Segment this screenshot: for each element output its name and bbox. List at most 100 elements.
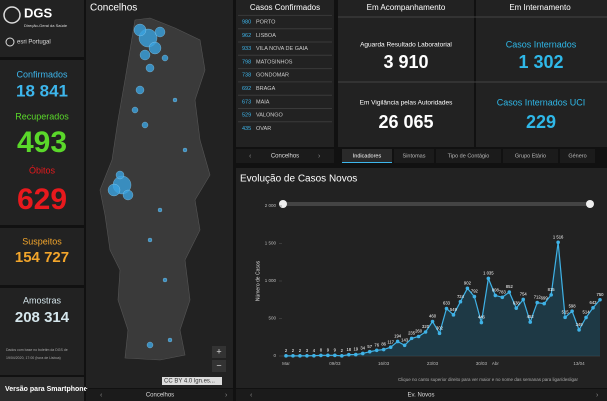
map-tab[interactable]: Concelhos — [146, 393, 174, 399]
point — [535, 300, 539, 305]
value-label: 235 — [408, 330, 416, 335]
header-panel — [0, 0, 84, 57]
value-label: 549 — [450, 307, 458, 312]
zoom-out-label[interactable]: − — [216, 360, 221, 370]
value-label: 452 — [527, 314, 535, 319]
value-label: 852 — [506, 284, 514, 289]
value-label: 633 — [443, 301, 451, 306]
y-tick-label: 0 — [273, 353, 276, 358]
updated: 19/04/2020, 17:00 (hora de Lisboa) — [6, 356, 61, 360]
value-label: 2 — [299, 348, 302, 353]
stat-value: 629 — [17, 183, 67, 216]
kpi-label: Aguarda Resultado Laboratorial — [360, 42, 452, 49]
tab-label[interactable]: Grupo Etário — [515, 153, 546, 159]
point — [353, 352, 358, 357]
kpi-value: 3 910 — [383, 52, 428, 72]
tab[interactable] — [560, 149, 595, 163]
chart-tabbar — [236, 389, 607, 401]
point — [333, 353, 337, 358]
value-label: 9 — [327, 347, 330, 352]
point — [479, 320, 484, 325]
nav-prev[interactable]: ‹ — [249, 153, 252, 160]
kpi-header: Em Acompanhamento — [367, 3, 446, 12]
point — [388, 345, 393, 350]
point — [312, 353, 316, 358]
zoom-out[interactable] — [212, 360, 226, 372]
row-count: 692 — [242, 86, 251, 92]
value-label: 57 — [367, 344, 372, 349]
value-label: 76 — [374, 342, 379, 347]
map-title: Concelhos — [90, 3, 137, 14]
nav-next[interactable]: › — [596, 392, 599, 399]
point — [514, 306, 519, 310]
kpi-label: Casos Internados — [506, 39, 577, 49]
tab[interactable] — [436, 149, 501, 163]
nav-next[interactable]: › — [225, 392, 228, 399]
tab-label[interactable]: Sintomas — [403, 153, 426, 159]
smartphone-button[interactable] — [0, 377, 84, 401]
point — [284, 354, 288, 358]
chart-tab[interactable]: Ev. Novos — [408, 393, 435, 399]
value-label: 724 — [457, 294, 465, 299]
nav-prev[interactable]: ‹ — [100, 392, 103, 399]
tab[interactable] — [342, 149, 392, 163]
smartphone-button-label[interactable]: Versão para Smartphone — [5, 386, 88, 393]
stat-label: Amostras — [23, 295, 62, 305]
point — [423, 330, 428, 334]
stat-label: Confirmados — [16, 69, 68, 79]
x-tick-label: Abr — [492, 361, 500, 366]
zoom-in-label[interactable]: + — [216, 346, 221, 356]
logo-title: DGS — [24, 5, 53, 20]
point — [549, 293, 553, 297]
value-label: 643 — [590, 300, 598, 305]
row-count: 933 — [242, 46, 251, 52]
point — [402, 343, 407, 348]
tab[interactable] — [503, 149, 558, 163]
value-label: 902 — [464, 280, 472, 285]
value-label: 143 — [401, 337, 409, 342]
esri-logo — [5, 37, 15, 47]
zoom-in[interactable] — [212, 346, 226, 358]
row-name: MAIA — [256, 99, 270, 105]
nav-prev[interactable]: ‹ — [250, 392, 253, 399]
point — [347, 352, 351, 357]
point — [305, 353, 309, 358]
slider-handle[interactable] — [586, 200, 594, 208]
tab-label[interactable]: Género — [568, 153, 586, 159]
point — [591, 305, 595, 310]
x-tick-label: 30/03 — [476, 361, 488, 366]
value-label: 2 — [285, 348, 288, 353]
slider-handle[interactable] — [279, 200, 287, 208]
value-label: 1 035 — [483, 270, 494, 275]
point — [298, 354, 302, 358]
nav-next[interactable]: › — [318, 153, 321, 160]
value-label: 3 — [306, 348, 309, 353]
attribution-bg — [162, 377, 222, 385]
point — [542, 301, 546, 306]
x-tick-label: 09/03 — [329, 361, 341, 366]
list-tab[interactable]: Concelhos — [271, 154, 299, 160]
tab-label[interactable]: Tipo de Contágio — [448, 153, 490, 159]
value-label: 792 — [471, 289, 479, 294]
kpi-panel — [338, 0, 474, 147]
point — [381, 347, 386, 352]
stat-label: Recuperados — [15, 111, 69, 121]
row-name: VILA NOVA DE GAIA — [256, 46, 308, 52]
tab[interactable] — [394, 149, 434, 163]
value-label: 34 — [360, 346, 365, 351]
point — [451, 313, 456, 317]
point — [598, 297, 602, 302]
tab-label[interactable]: Indicadores — [353, 153, 382, 159]
value-label: 750 — [597, 292, 605, 297]
row-name: PORTO — [256, 19, 276, 25]
value-label: 754 — [520, 292, 528, 297]
list-title: Casos Confirmados — [250, 3, 320, 12]
row-count: 673 — [242, 99, 251, 105]
value-label: 194 — [394, 334, 402, 339]
point — [340, 354, 344, 358]
stat-label: Suspeitos — [22, 236, 62, 246]
value-label: 8 — [320, 348, 323, 353]
point — [374, 348, 379, 353]
point — [430, 319, 435, 324]
